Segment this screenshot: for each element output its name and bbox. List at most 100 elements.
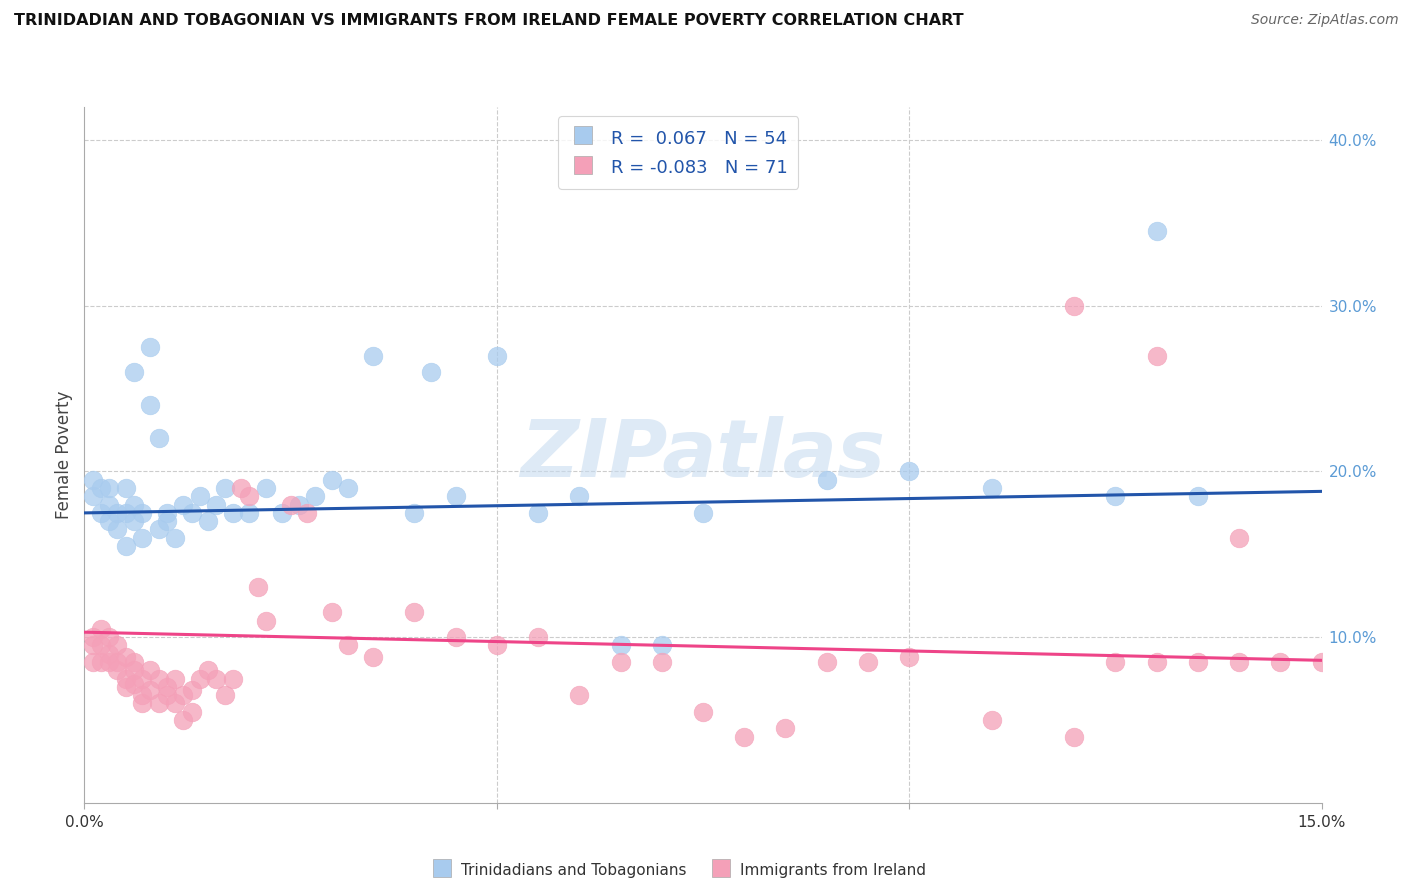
Point [775,721,797,735]
Point [131,506,153,520]
Point [1187,655,1209,669]
Point [1146,349,1168,363]
Point [1310,655,1333,669]
Point [205,672,228,686]
Point [98,514,121,528]
Point [139,683,162,698]
Point [105,655,128,669]
Point [692,506,714,520]
Point [90,506,112,520]
Point [337,639,360,653]
Point [898,650,921,665]
Point [82,630,104,644]
Point [122,365,145,379]
Point [156,514,179,528]
Point [246,581,269,595]
Point [98,647,121,661]
Point [131,688,153,702]
Point [82,489,104,503]
Point [114,539,136,553]
Point [361,349,384,363]
Point [122,655,145,669]
Point [568,489,591,503]
Point [172,713,194,727]
Point [1104,655,1126,669]
Point [90,622,112,636]
Point [222,506,245,520]
Point [98,655,121,669]
Point [205,498,228,512]
Point [404,506,426,520]
Point [609,639,631,653]
Point [733,730,755,744]
Point [197,663,219,677]
Point [444,489,467,503]
Point [568,688,591,702]
Point [295,506,318,520]
Point [980,481,1002,495]
Point [90,481,112,495]
Point [254,614,277,628]
Text: Source: ZipAtlas.com: Source: ZipAtlas.com [1251,13,1399,28]
Point [1063,299,1085,313]
Point [1270,655,1292,669]
Point [444,630,467,644]
Point [815,655,838,669]
Point [105,523,128,537]
Point [214,688,236,702]
Point [148,431,170,445]
Point [122,498,145,512]
Point [90,639,112,653]
Point [105,663,128,677]
Point [90,655,112,669]
Point [98,498,121,512]
Point [856,655,879,669]
Point [980,713,1002,727]
Point [337,481,360,495]
Point [238,506,260,520]
Point [485,639,508,653]
Point [122,514,145,528]
Point [180,683,202,698]
Text: TRINIDADIAN AND TOBAGONIAN VS IMMIGRANTS FROM IRELAND FEMALE POVERTY CORRELATION: TRINIDADIAN AND TOBAGONIAN VS IMMIGRANTS… [14,13,963,29]
Point [82,639,104,653]
Point [404,605,426,619]
Point [280,498,302,512]
Point [156,688,179,702]
Point [527,506,550,520]
Point [692,705,714,719]
Point [651,655,673,669]
Point [165,697,187,711]
Point [898,465,921,479]
Point [131,697,153,711]
Point [197,514,219,528]
Point [288,498,311,512]
Point [148,672,170,686]
Point [98,630,121,644]
Point [321,605,343,619]
Point [98,481,121,495]
Point [1146,655,1168,669]
Point [1227,655,1250,669]
Point [114,650,136,665]
Point [148,697,170,711]
Point [254,481,277,495]
Point [419,365,441,379]
Point [139,663,162,677]
Point [815,473,838,487]
Point [114,672,136,686]
Point [651,639,673,653]
Point [1227,531,1250,545]
Text: ZIPatlas: ZIPatlas [520,416,886,494]
Point [165,672,187,686]
Y-axis label: Female Poverty: Female Poverty [55,391,73,519]
Point [131,531,153,545]
Point [180,506,202,520]
Point [156,506,179,520]
Point [180,705,202,719]
Point [165,531,187,545]
Point [188,489,211,503]
Point [122,663,145,677]
Point [105,506,128,520]
Point [1187,489,1209,503]
